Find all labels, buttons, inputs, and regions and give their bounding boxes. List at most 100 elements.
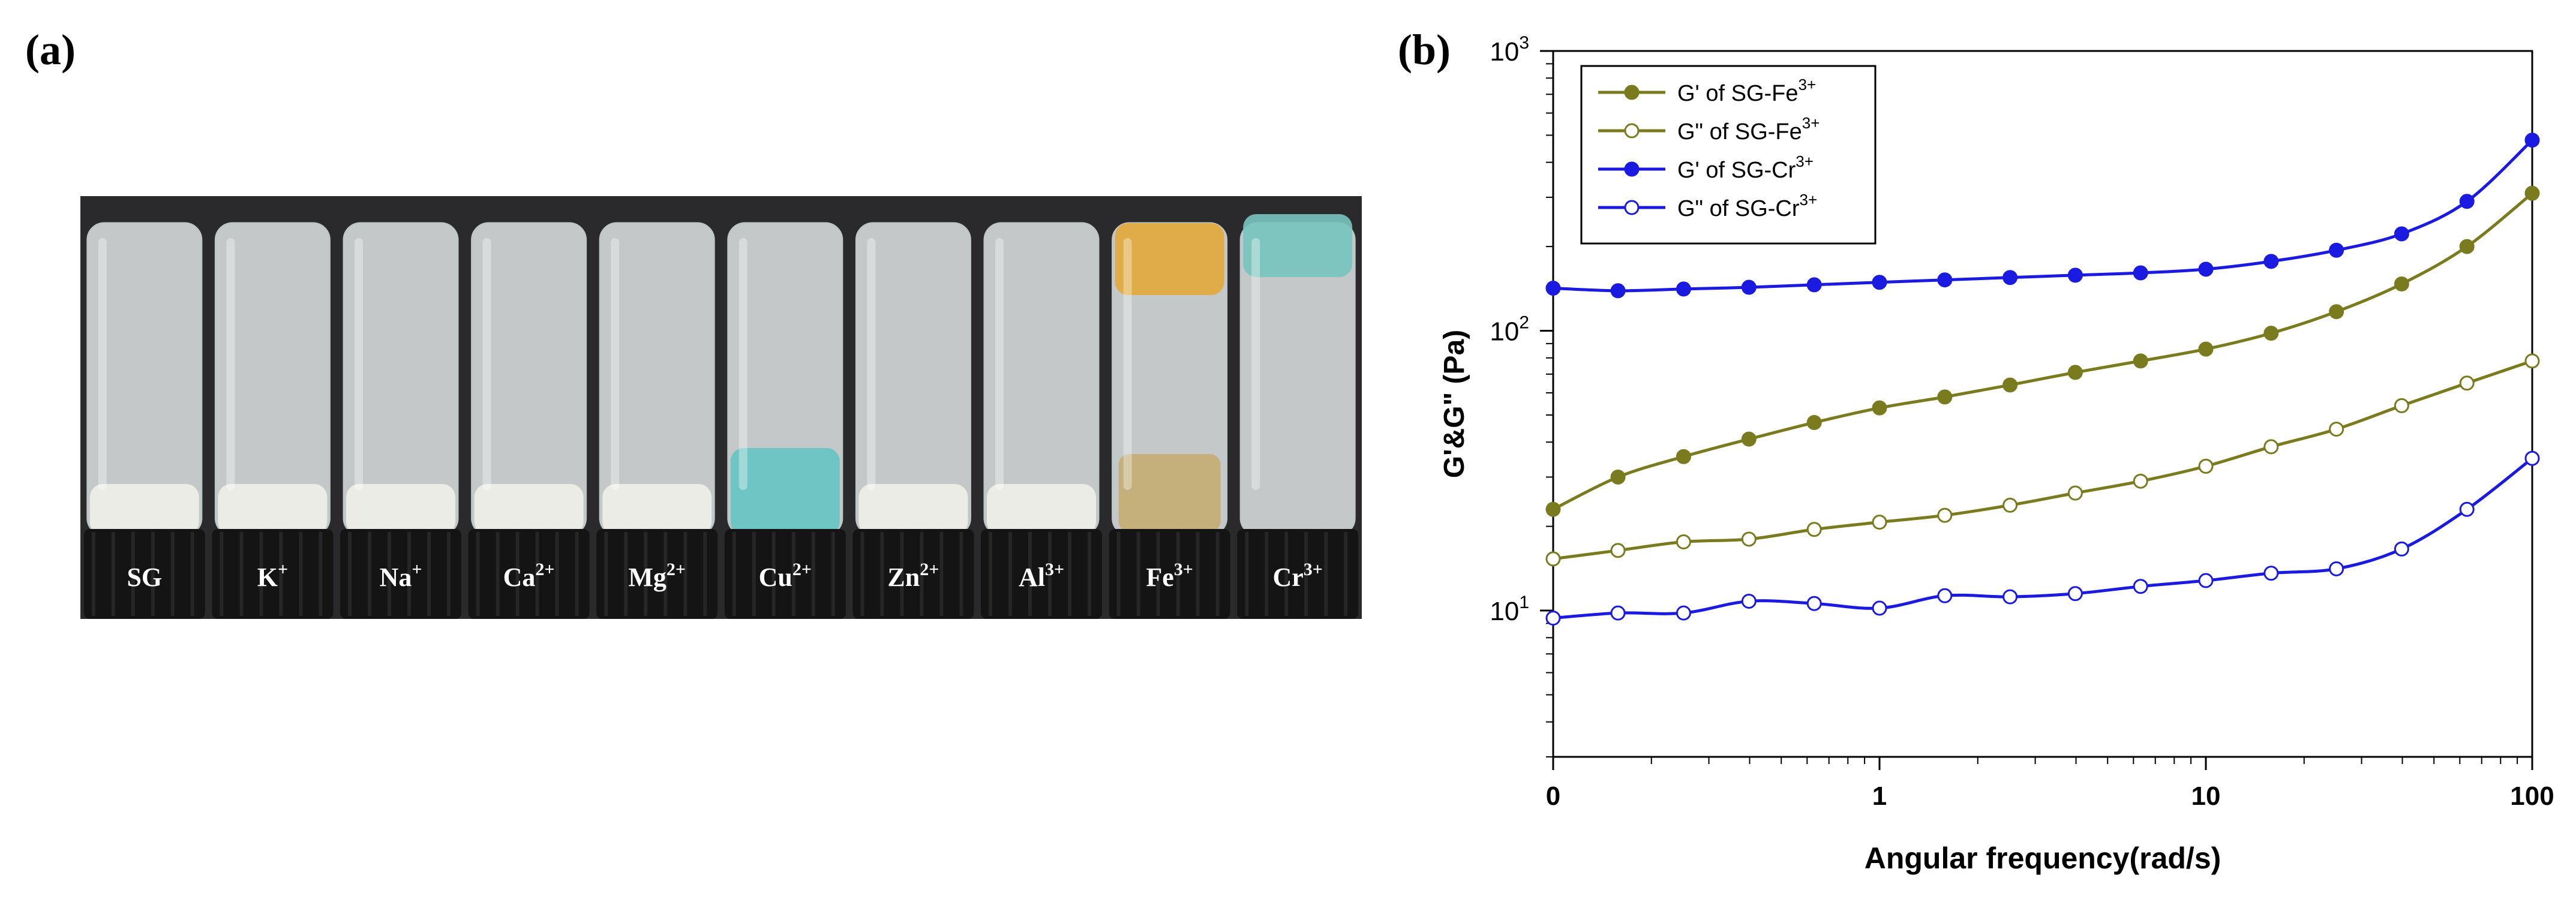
data-point	[2524, 185, 2540, 201]
data-point	[1741, 431, 1757, 447]
y-tick-exponent: 3	[1519, 33, 1529, 53]
vial: Zn2+	[852, 222, 974, 619]
vial: Na+	[340, 222, 461, 619]
vial-label-superscript: +	[412, 560, 422, 579]
vial-glare	[98, 238, 107, 490]
legend-label: G' of SG-Fe3+	[1677, 76, 1816, 106]
data-point	[2133, 265, 2148, 281]
vial-label: Cr3+	[1272, 560, 1322, 592]
data-point	[2394, 276, 2409, 291]
legend-label-text: G" of SG-Fe	[1677, 119, 1802, 145]
data-point	[2459, 501, 2475, 517]
vial: Al3+	[981, 222, 1102, 619]
vial-label-text: Cr	[1272, 563, 1303, 592]
data-point	[2198, 458, 2214, 474]
legend-label-superscript: 3+	[1800, 191, 1818, 209]
data-point	[1741, 279, 1757, 295]
data-point	[2394, 541, 2409, 557]
data-point	[2133, 353, 2148, 369]
legend-marker	[1624, 123, 1640, 139]
data-point	[1806, 596, 1822, 611]
data-point	[1545, 501, 1561, 517]
data-point	[2394, 226, 2409, 242]
series-line-1	[1552, 192, 2533, 511]
series-line-3	[1553, 139, 2533, 293]
legend-label-text: G' of SG-Cr	[1677, 158, 1796, 183]
legend-label: G' of SG-Cr3+	[1677, 152, 1814, 183]
vial-label-superscript: +	[278, 560, 288, 579]
y-tick-base: 10	[1490, 597, 1519, 626]
legend-label-text: G" of SG-Cr	[1677, 196, 1800, 221]
data-point	[1676, 534, 1691, 550]
data-point	[1545, 611, 1561, 626]
data-point	[1610, 605, 1626, 621]
x-tick-label: 10	[2191, 781, 2221, 811]
vial: Ca2+	[468, 222, 590, 619]
data-point	[2329, 422, 2344, 437]
vial-residue	[1118, 454, 1221, 532]
data-point	[1610, 283, 1626, 299]
y-tick-base: 10	[1490, 37, 1519, 67]
data-point	[1806, 522, 1822, 537]
vial-label: K+	[257, 560, 288, 592]
vial-gel	[346, 484, 455, 535]
vial-label-superscript: 3+	[1174, 560, 1193, 579]
data-point	[1937, 389, 1953, 405]
vial-photo: SG K+ Na+ Ca2+ Mg2+ Cu2+ Zn2+ Al3+ Fe3+ Cr3+	[80, 196, 1362, 619]
data-point	[1872, 515, 1887, 530]
legend-label-superscript: 3+	[1802, 114, 1820, 132]
vial-gel	[218, 484, 328, 535]
vial-gel	[730, 448, 840, 535]
vial-glare	[226, 238, 235, 490]
x-tick-label: 1	[1872, 781, 1887, 811]
vial-label-superscript: 2+	[792, 560, 812, 579]
data-point	[2198, 261, 2214, 277]
data-point	[1610, 543, 1626, 558]
data-point	[2524, 450, 2540, 466]
data-point	[2524, 353, 2540, 369]
x-tick-label: 0	[1546, 781, 1560, 811]
data-point	[1545, 551, 1561, 567]
vial-label: Al3+	[1019, 560, 1064, 592]
vial-label: Zn2+	[887, 560, 939, 592]
legend-label-superscript: 3+	[1799, 76, 1817, 94]
data-point	[2067, 267, 2083, 283]
vial-gel	[1115, 223, 1224, 295]
data-point	[2133, 473, 2148, 489]
vial-label: Cu2+	[759, 560, 812, 592]
vial-label-text: Fe	[1146, 563, 1173, 592]
data-point	[1937, 272, 1953, 288]
y-tick-exponent: 1	[1519, 593, 1529, 612]
panel-a-label: (a)	[25, 26, 76, 74]
vial-glare	[995, 238, 1004, 490]
vial-label-text: SG	[127, 563, 162, 592]
vial-gel	[1243, 214, 1353, 277]
vial-label-text: Zn	[887, 563, 920, 592]
y-tick-exponent: 2	[1519, 313, 1529, 333]
vial: Fe3+	[1109, 222, 1230, 619]
vial-glare	[482, 238, 491, 490]
data-point	[1872, 600, 1887, 616]
series-line-4	[1553, 457, 2533, 620]
y-tick-label: 102	[1490, 313, 1529, 347]
data-point	[2067, 586, 2083, 602]
data-point	[1676, 605, 1691, 621]
vial-label-text: Al	[1019, 563, 1045, 592]
vial-label-superscript: 3+	[1304, 560, 1323, 579]
vial-label: Fe3+	[1146, 560, 1193, 592]
data-point	[2263, 254, 2279, 269]
data-point	[1610, 469, 1626, 485]
vial-label-superscript: 2+	[535, 560, 554, 579]
data-point	[1741, 593, 1757, 609]
vial: K+	[212, 222, 334, 619]
data-point	[2002, 270, 2018, 285]
vial-label: Na+	[380, 560, 422, 592]
vial-glare	[611, 238, 620, 490]
vial-label-text: Mg	[628, 563, 666, 592]
y-tick-base: 10	[1490, 317, 1519, 347]
data-point	[1806, 277, 1822, 293]
data-point	[1545, 280, 1561, 296]
data-point	[2459, 375, 2475, 391]
data-point	[2263, 566, 2279, 581]
